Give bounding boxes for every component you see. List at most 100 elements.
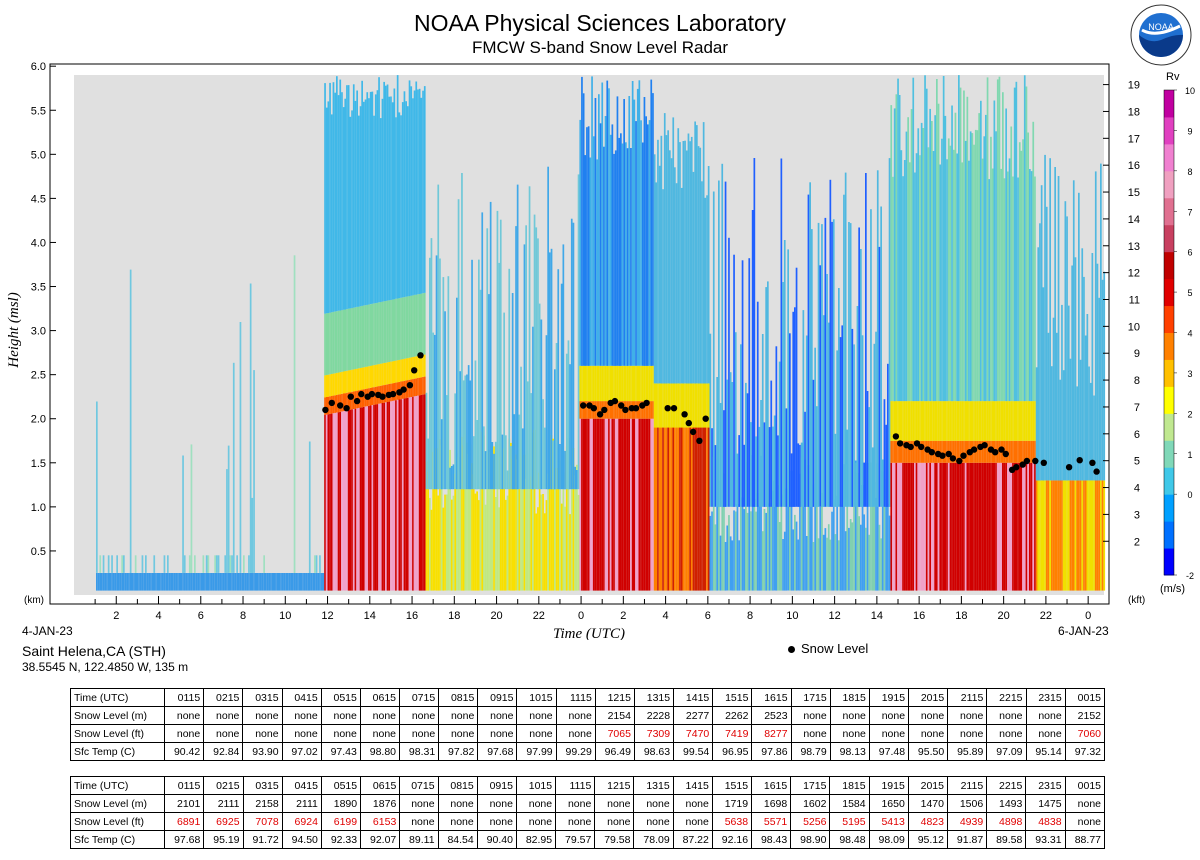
table-cell: none [476, 812, 517, 831]
snow-level-point [611, 397, 619, 405]
snow-level-point [622, 406, 629, 414]
y-tick-label: 5.5 [31, 105, 46, 117]
table-cell: 91.87 [946, 830, 988, 849]
x-tick-label: 22 [533, 610, 545, 622]
page-subtitle: FMCW S-band Snow Level Radar [471, 38, 729, 57]
snow-level-point [681, 411, 688, 418]
colorbar-unit: (m/s) [1160, 583, 1185, 595]
table-cell: 1815 [829, 688, 870, 707]
colorbar-title: Rv [1166, 71, 1180, 83]
y-tick-label: 4.5 [31, 193, 46, 205]
table-cell: 2277 [673, 706, 714, 725]
kft-tick-label: 2 [1134, 536, 1140, 548]
station-name: Saint Helena,CA (STH) [22, 643, 166, 659]
snow-level-point [907, 443, 914, 451]
table-cell: 1815 [829, 776, 870, 795]
colorbar-tick-label: 1 [1187, 450, 1192, 460]
table-cell: 7060 [1064, 724, 1106, 743]
table-cell: none [203, 706, 244, 725]
logo-text: NOAA [1148, 22, 1174, 32]
snow-level-point [956, 457, 963, 465]
table-cell: none [438, 724, 479, 743]
legend: Snow Level [788, 641, 868, 656]
table-cell: none [868, 706, 910, 725]
table-cell: none [633, 812, 674, 831]
table-cell: 1515 [711, 776, 753, 795]
table-cell: none [476, 794, 517, 813]
colorbar-tick-label: 3 [1187, 369, 1192, 379]
snow-level-point [1013, 464, 1020, 471]
table-cell: 1584 [829, 794, 870, 813]
snow-level-point [389, 390, 397, 398]
table-cell: 1493 [986, 794, 1027, 813]
table-cell: 97.09 [986, 742, 1027, 761]
table-cell: 97.68 [477, 742, 518, 761]
row-label: Snow Level (m) [69, 794, 166, 813]
snow-level-point [913, 440, 921, 447]
table-cell: 84.54 [437, 830, 478, 849]
table-cell: 6924 [281, 812, 322, 831]
table-cell: 90.42 [164, 742, 205, 761]
table-cell: 1602 [790, 794, 831, 813]
table-cell: none [868, 724, 910, 743]
snow-level-point [928, 449, 935, 456]
table-cell: 1215 [594, 688, 635, 707]
table-cell: 0315 [242, 688, 283, 707]
table-cell: 79.57 [555, 830, 596, 849]
table-cell: none [555, 794, 596, 813]
x-tick-label: 10 [279, 610, 291, 622]
table-cell: 1115 [555, 776, 596, 795]
colorbar-tick-label: 10 [1185, 86, 1195, 96]
table-cell: 98.80 [359, 742, 401, 761]
table-cell: 1115 [555, 688, 596, 707]
radar-plot: 0.5 1.0 1.5 2.0 2.5 3.0 3.5 4.0 4.5 5.0 5.5 6.0 2 3 4… [6, 61, 1195, 640]
table-cell: none [829, 724, 870, 743]
snow-level-point [1002, 450, 1009, 458]
table-cell: 95.14 [1025, 742, 1066, 761]
table-cell: 92.16 [711, 830, 753, 849]
x-tick-label: 10 [786, 610, 798, 622]
x-tick-label: 20 [998, 610, 1010, 622]
snow-level-point [945, 450, 952, 458]
snow-level-point [580, 402, 587, 409]
page-title: NOAA Physical Sciences Laboratory [413, 10, 786, 36]
table-cell: none [359, 724, 401, 743]
table-cell: 98.90 [790, 830, 831, 849]
table-cell: 82.95 [515, 830, 557, 849]
table-cell: 98.43 [751, 830, 792, 849]
table-cell: 6891 [164, 812, 205, 831]
snow-level-point [1076, 457, 1083, 464]
colorbar-segment [1164, 143, 1174, 172]
table-cell: 98.31 [399, 742, 440, 761]
table-cell: none [399, 706, 440, 725]
table-cell: none [438, 706, 479, 725]
snow-level-point [949, 455, 957, 462]
table-cell: none [555, 724, 596, 743]
table-cell: 1215 [594, 776, 635, 795]
x-tick-label: 0 [1085, 610, 1091, 622]
table-cell: none [790, 724, 831, 743]
colorbar-segment [1164, 494, 1174, 522]
table-cell: 1506 [946, 794, 988, 813]
table-cell: 87.22 [672, 830, 713, 849]
y-tick-label: 2.5 [31, 370, 46, 382]
table-cell: none [908, 724, 949, 743]
snow-level-point [632, 405, 640, 412]
x-axis: 2 4 6 8 10 12 14 16 18 20 22 0 2 4 6 8 10 12 14 16 18 20 22 0 [94, 596, 1091, 622]
table-cell: 2262 [712, 706, 753, 725]
station-coords: 38.5545 N, 122.4850 W, 135 m [22, 660, 189, 674]
table-cell: none [829, 706, 870, 725]
colorbar-tick-label: 8 [1187, 167, 1192, 177]
colorbar-tick-label: 5 [1187, 288, 1192, 298]
table-cell: 1515 [712, 688, 753, 707]
table-cell: 2315 [1025, 688, 1066, 707]
kft-tick-label: 13 [1128, 241, 1140, 253]
snow-level-point [411, 367, 418, 374]
snow-level-point [696, 437, 703, 444]
colorbar-segment [1164, 413, 1174, 441]
y-tick-label: 1.5 [31, 458, 46, 470]
table-cell: 0815 [438, 688, 479, 707]
y-unit-left: (km) [24, 595, 44, 606]
row-label: Time (UTC) [69, 776, 166, 795]
y-tick-label: 3.0 [31, 326, 46, 338]
